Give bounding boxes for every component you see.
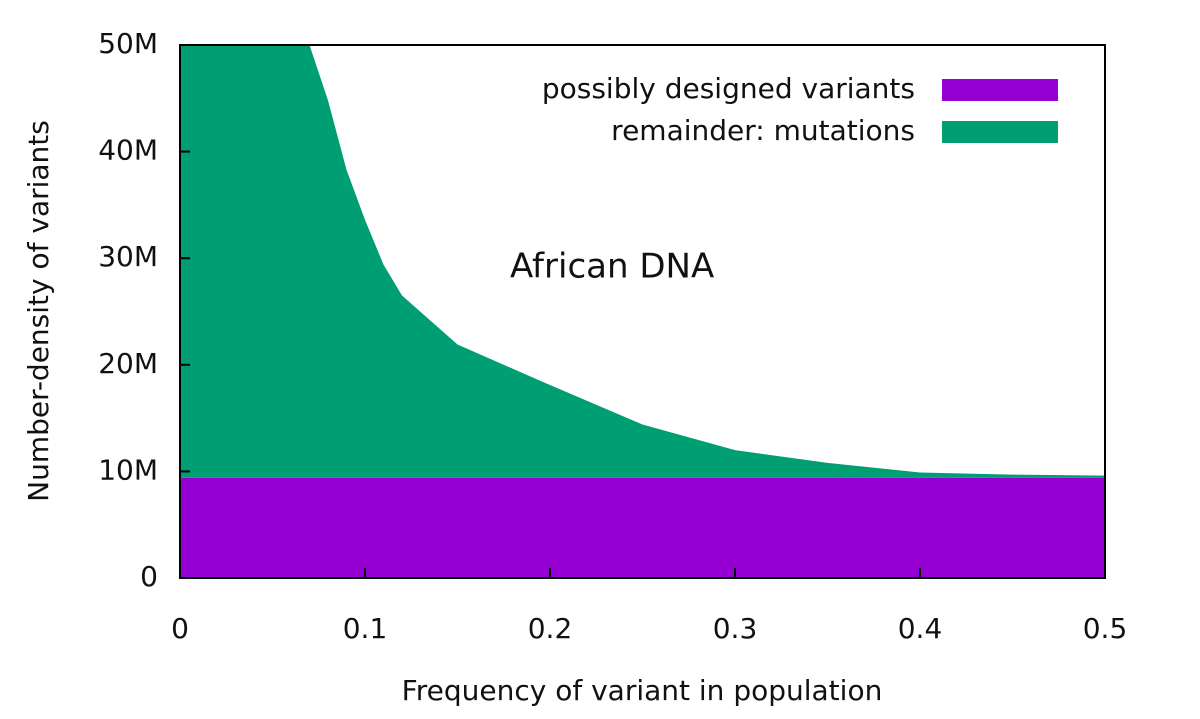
x-tick-label: 0.1 <box>343 612 388 645</box>
x-tick-label: 0.4 <box>898 612 943 645</box>
plot-area <box>180 45 1105 578</box>
x-axis-label: Frequency of variant in population <box>402 674 883 707</box>
x-tick-label: 0.2 <box>528 612 573 645</box>
annotation: African DNA <box>510 247 714 287</box>
x-tick-label: 0.3 <box>713 612 758 645</box>
plot-frame <box>179 44 1106 579</box>
x-tick-label: 0 <box>171 612 189 645</box>
legend-label: possibly designed variants <box>542 72 915 105</box>
legend-swatch <box>942 121 1058 143</box>
y-tick-label: 40M <box>98 134 158 167</box>
area <box>180 45 1105 478</box>
y-tick-label: 50M <box>98 27 158 60</box>
x-tick-label: 0.5 <box>1083 612 1128 645</box>
y-tick-label: 0 <box>140 560 158 593</box>
legend-swatch <box>942 79 1058 101</box>
y-axis-label: Number-density of variants <box>22 120 55 502</box>
y-tick-label: 10M <box>98 453 158 486</box>
legend-label: remainder: mutations <box>611 114 915 147</box>
area <box>180 477 1105 578</box>
y-tick-label: 20M <box>98 347 158 380</box>
y-tick-label: 30M <box>98 240 158 273</box>
